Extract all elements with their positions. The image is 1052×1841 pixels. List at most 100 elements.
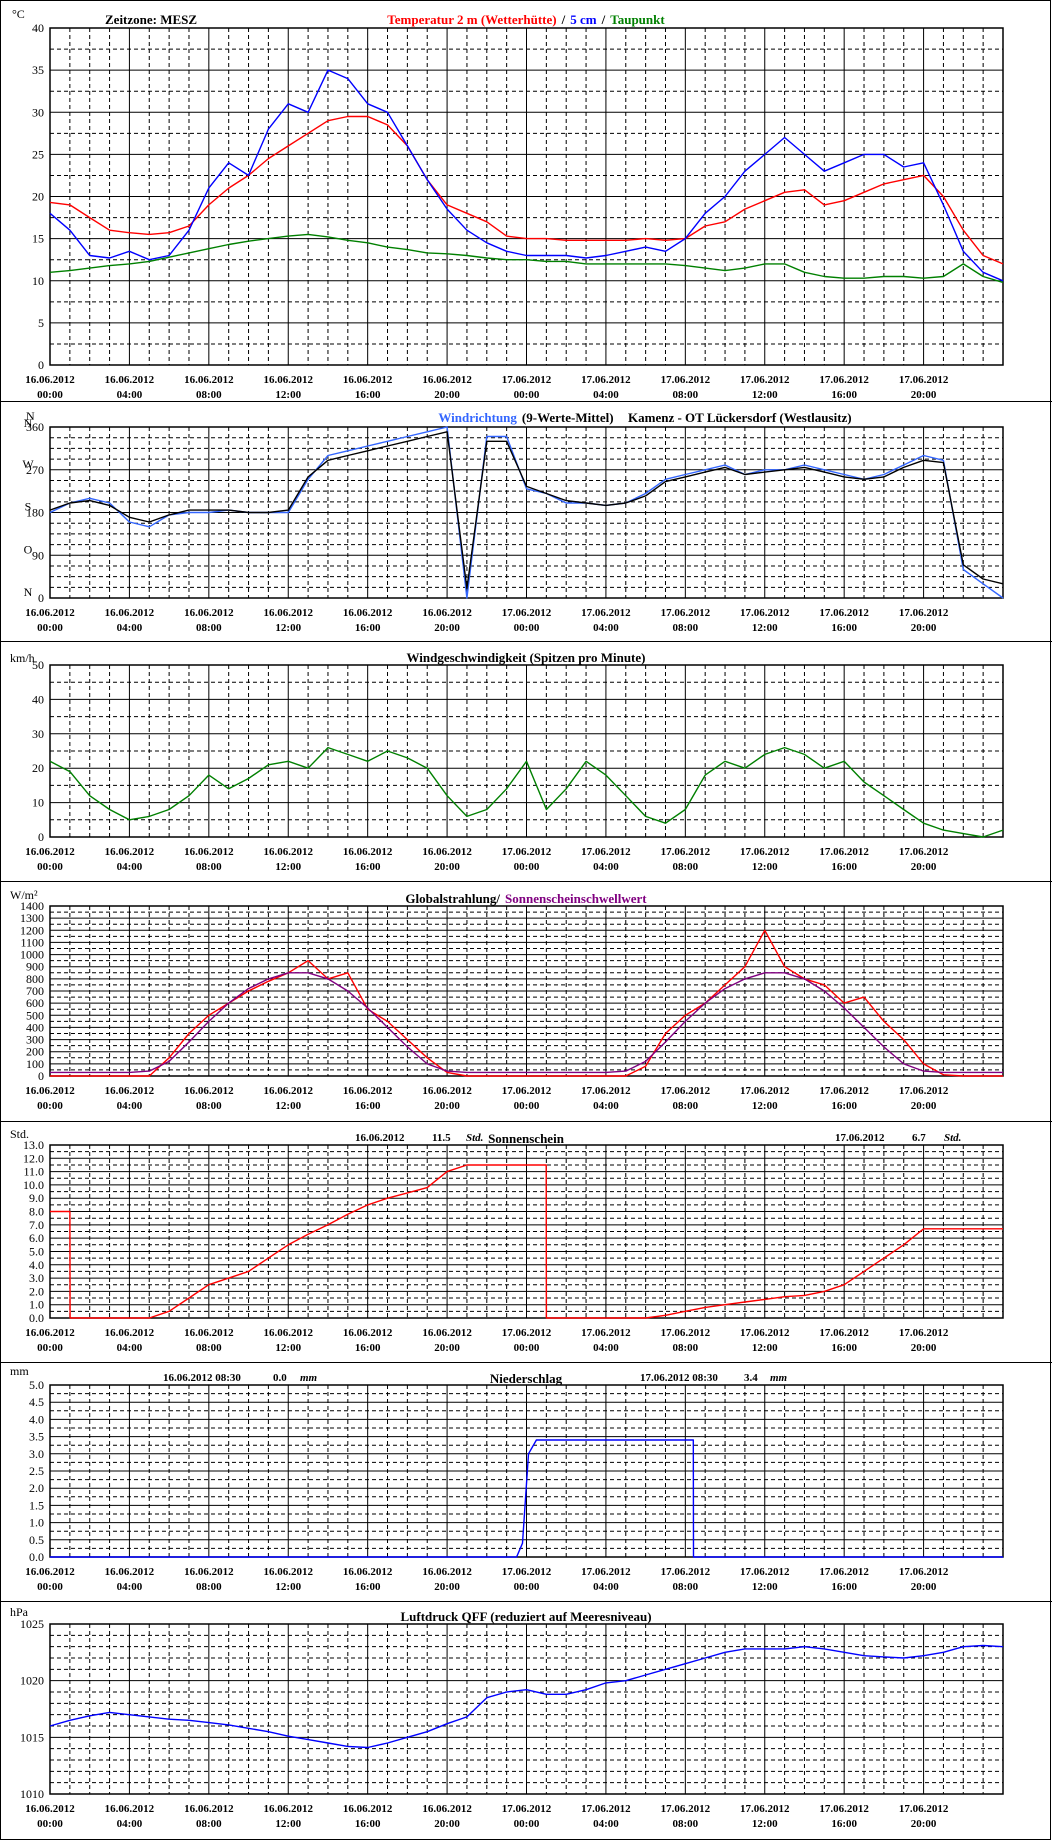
- x-tick-label-date: 16.06.2012: [184, 1085, 234, 1097]
- annotation-value: 3.4: [744, 1372, 758, 1384]
- y-tick-label: 50: [32, 658, 44, 672]
- y-tick-label: 4.5: [29, 1395, 44, 1409]
- x-tick-label-time: 16:00: [831, 389, 857, 401]
- title-part: Windrichtung: [438, 410, 517, 425]
- series-line-temperature-1: [49, 69, 1004, 282]
- title-part: Windgeschwindigkeit (Spitzen pro Minute): [407, 650, 646, 665]
- x-tick-label-date: 17.06.2012: [819, 1803, 869, 1815]
- title-part: Luftdruck QFF (reduziert auf Meeresnivea…: [400, 1609, 651, 1624]
- x-tick-label-time: 16:00: [355, 1342, 381, 1354]
- y-tick-label: 0.0: [29, 1550, 44, 1564]
- x-tick-label-date: 17.06.2012: [661, 374, 711, 386]
- x-tick-label-time: 08:00: [672, 1100, 698, 1112]
- x-tick-label-time: 20:00: [911, 1818, 937, 1830]
- chart-title: Niederschlag: [490, 1371, 563, 1386]
- x-tick-label-time: 12:00: [752, 1100, 778, 1112]
- x-tick-label-date: 17.06.2012: [819, 607, 869, 619]
- x-tick-label-time: 00:00: [37, 861, 63, 873]
- x-tick-label-date: 16.06.2012: [343, 374, 393, 386]
- x-tick-label-time: 20:00: [434, 1818, 460, 1830]
- x-tick-label-time: 00:00: [37, 1581, 63, 1593]
- chart-title: Luftdruck QFF (reduziert auf Meeresnivea…: [400, 1609, 651, 1624]
- x-tick-label-time: 12:00: [752, 861, 778, 873]
- x-tick-label-time: 08:00: [672, 1581, 698, 1593]
- chart-title: Globalstrahlung/Sonnenscheinschwellwert: [405, 891, 647, 906]
- x-tick-label-date: 16.06.2012: [343, 1803, 393, 1815]
- x-tick-label-date: 17.06.2012: [502, 846, 552, 858]
- x-tick-label-time: 08:00: [672, 622, 698, 634]
- y-tick-label: 1000: [20, 948, 44, 962]
- x-tick-label-time: 04:00: [593, 1818, 619, 1830]
- y-tick-label: 15: [32, 232, 44, 246]
- x-tick-label-time: 00:00: [37, 1342, 63, 1354]
- series-line-global_radiation-1: [50, 972, 1003, 1074]
- y-tick-label: 4.0: [29, 1412, 44, 1426]
- unit-label: hPa: [10, 1605, 29, 1619]
- x-tick-label-date: 17.06.2012: [502, 1803, 552, 1815]
- chart-precipitation: 0.00.51.01.52.02.53.03.54.04.55.0mm Niede…: [0, 1362, 1052, 1593]
- x-tick-label-time: 16:00: [831, 1818, 857, 1830]
- y-tick-label: 0.5: [29, 1533, 44, 1547]
- y-tick-label: 0: [38, 591, 44, 605]
- x-tick-label-date: 17.06.2012: [740, 374, 790, 386]
- x-tick-label-date: 16.06.2012: [25, 1803, 75, 1815]
- x-tick-label-date: 17.06.2012: [740, 846, 790, 858]
- y-tick-label: 900: [26, 960, 44, 974]
- x-tick-label-time: 20:00: [434, 861, 460, 873]
- x-tick-label-time: 04:00: [117, 1818, 143, 1830]
- x-tick-label-date: 16.06.2012: [184, 846, 234, 858]
- y-tick-label: 2.5: [29, 1464, 44, 1478]
- x-tick-label-date: 17.06.2012: [899, 846, 949, 858]
- x-tick-label-time: 20:00: [434, 1100, 460, 1112]
- x-tick-label-time: 12:00: [275, 389, 301, 401]
- x-tick-label-time: 08:00: [196, 389, 222, 401]
- x-tick-label-time: 00:00: [514, 622, 540, 634]
- y-tick-label: 30: [32, 727, 44, 741]
- x-tick-label-time: 04:00: [117, 1342, 143, 1354]
- y-tick-label: 1.0: [29, 1516, 44, 1530]
- x-tick-label-time: 04:00: [117, 389, 143, 401]
- x-tick-label-date: 16.06.2012: [105, 374, 155, 386]
- x-tick-label-date: 17.06.2012: [502, 1085, 552, 1097]
- plot-area: [49, 1623, 1004, 1795]
- x-tick-label-date: 16.06.2012: [264, 1803, 314, 1815]
- x-tick-label-time: 20:00: [911, 1581, 937, 1593]
- y-tick-label: 360: [26, 420, 44, 434]
- x-tick-label-time: 00:00: [37, 622, 63, 634]
- y-tick-label: 6.0: [29, 1231, 44, 1245]
- y-tick-label: 180: [26, 506, 44, 520]
- x-tick-label-time: 16:00: [831, 1100, 857, 1112]
- plot-area: [49, 664, 1004, 838]
- y-tick-label: 40: [32, 21, 44, 35]
- plot-area: [49, 1384, 1004, 1558]
- y-tick-label: 9.0: [29, 1191, 44, 1205]
- x-tick-label-time: 12:00: [275, 1818, 301, 1830]
- x-tick-label-date: 17.06.2012: [819, 374, 869, 386]
- x-tick-label-time: 16:00: [355, 1100, 381, 1112]
- y-tick-label: 1100: [20, 935, 44, 949]
- x-tick-label-date: 17.06.2012: [581, 1085, 631, 1097]
- x-tick-label-date: 16.06.2012: [184, 1566, 234, 1578]
- x-tick-label-time: 04:00: [593, 622, 619, 634]
- x-tick-label-time: 12:00: [275, 1100, 301, 1112]
- y-tick-label: 1020: [20, 1674, 44, 1688]
- y-tick-label: 90: [32, 548, 44, 562]
- title-part: (9-Werte-Mittel): [522, 410, 614, 425]
- y-tick-label: 11.0: [23, 1165, 44, 1179]
- compass-label: N: [24, 416, 33, 430]
- x-tick-label-date: 16.06.2012: [25, 1566, 75, 1578]
- series-line-precipitation-0: [50, 1439, 1003, 1558]
- annotation-value: 6.7: [912, 1132, 926, 1144]
- x-tick-label-date: 17.06.2012: [661, 607, 711, 619]
- x-tick-label-time: 16:00: [355, 1581, 381, 1593]
- annotation-date: 17.06.2012: [835, 1132, 885, 1144]
- x-tick-label-date: 16.06.2012: [343, 1085, 393, 1097]
- x-tick-label-time: 04:00: [117, 1581, 143, 1593]
- y-tick-label: 5.0: [29, 1244, 44, 1258]
- y-tick-label: 40: [32, 692, 44, 706]
- x-tick-label-date: 16.06.2012: [422, 1803, 472, 1815]
- x-tick-label-time: 20:00: [911, 622, 937, 634]
- x-tick-label-date: 17.06.2012: [661, 1566, 711, 1578]
- title-part: /: [561, 12, 566, 27]
